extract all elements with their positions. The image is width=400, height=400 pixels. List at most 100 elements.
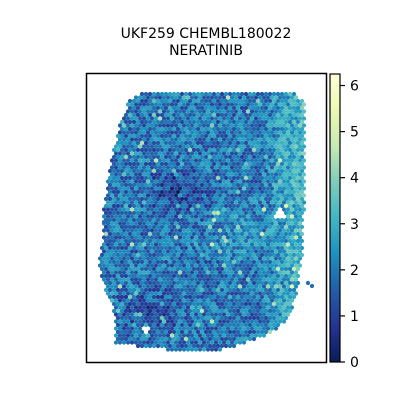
spot-point	[159, 189, 165, 195]
spot-point	[227, 329, 233, 335]
spot-point	[131, 231, 137, 237]
spot-point	[191, 336, 197, 342]
spot-point	[155, 322, 161, 328]
spot-point	[295, 238, 301, 244]
spot-point	[173, 130, 179, 135]
spot-point	[121, 200, 127, 205]
spot-point	[179, 175, 185, 181]
spot-point	[223, 315, 229, 321]
spot-point	[147, 273, 153, 279]
spot-point	[175, 252, 181, 258]
spot-point	[275, 140, 281, 146]
spot-point	[111, 252, 117, 258]
spot-point	[209, 298, 215, 303]
spot-point	[125, 242, 131, 247]
spot-point	[281, 263, 287, 268]
spot-point	[171, 287, 177, 293]
spot-point	[213, 333, 219, 338]
spot-point	[249, 172, 255, 177]
spot-point	[151, 224, 157, 230]
spot-point	[201, 242, 207, 247]
spot-point	[129, 214, 135, 219]
spot-point	[291, 231, 297, 237]
spot-point	[281, 221, 287, 226]
spot-point	[301, 186, 307, 191]
spot-point	[155, 252, 161, 258]
spot-point	[245, 95, 251, 100]
spot-point	[183, 224, 189, 230]
spot-point	[117, 298, 123, 303]
spot-point	[263, 203, 269, 209]
spot-point	[223, 98, 229, 104]
spot-point	[175, 259, 181, 265]
spot-point	[233, 123, 239, 128]
spot-point	[241, 214, 247, 219]
spot-point	[119, 168, 125, 174]
spot-point	[169, 221, 175, 226]
spot-point	[187, 245, 193, 251]
spot-point	[133, 291, 139, 296]
spot-point	[145, 109, 151, 114]
spot-point	[217, 165, 223, 170]
spot-point	[149, 137, 155, 142]
spot-point	[149, 284, 155, 289]
spot-point	[209, 186, 215, 191]
spot-point	[281, 207, 287, 212]
spot-point	[107, 245, 113, 251]
spot-point	[269, 312, 275, 317]
spot-point	[221, 221, 227, 226]
spot-point	[191, 98, 197, 104]
spot-point	[245, 298, 251, 303]
spot-point	[119, 301, 125, 307]
spot-point	[263, 231, 269, 237]
spot-point	[281, 298, 287, 303]
spot-point	[161, 130, 167, 135]
spot-point	[167, 315, 173, 321]
spot-point	[223, 196, 229, 202]
spot-point	[117, 319, 123, 324]
spot-point	[259, 189, 265, 195]
spot-point	[197, 95, 203, 100]
spot-point	[139, 119, 145, 125]
spot-point	[239, 238, 245, 244]
spot-point	[223, 294, 229, 300]
spot-point	[107, 273, 113, 279]
spot-point	[139, 210, 145, 216]
spot-point	[121, 179, 127, 184]
spot-point	[299, 224, 305, 230]
spot-point	[135, 224, 141, 230]
spot-point	[213, 165, 219, 170]
spot-point	[153, 172, 159, 177]
spot-point	[225, 291, 231, 296]
spot-point	[149, 123, 155, 128]
spot-point	[195, 112, 201, 118]
spot-point	[217, 186, 223, 191]
spot-point	[249, 256, 255, 261]
spot-point	[117, 235, 123, 240]
spot-point	[229, 186, 235, 191]
spot-point	[237, 200, 243, 205]
spot-point	[125, 158, 131, 163]
spot-point	[115, 189, 121, 195]
spot-point	[127, 147, 133, 153]
spot-point	[199, 182, 205, 188]
spot-point	[199, 322, 205, 328]
spot-point	[219, 196, 225, 202]
spot-point	[291, 287, 297, 293]
spot-point	[281, 284, 287, 289]
spot-point	[211, 287, 217, 293]
spot-point	[251, 238, 257, 244]
spot-point	[149, 116, 155, 121]
spot-point	[255, 301, 261, 307]
spot-point	[251, 189, 257, 195]
spot-point	[269, 179, 275, 184]
spot-point	[117, 200, 123, 205]
spot-point	[257, 172, 263, 177]
spot-point	[143, 238, 149, 244]
spot-point	[125, 235, 131, 240]
spot-point	[253, 228, 259, 233]
spot-point	[283, 315, 289, 321]
spot-point	[137, 312, 143, 317]
spot-point	[175, 203, 181, 209]
spot-point	[187, 175, 193, 181]
